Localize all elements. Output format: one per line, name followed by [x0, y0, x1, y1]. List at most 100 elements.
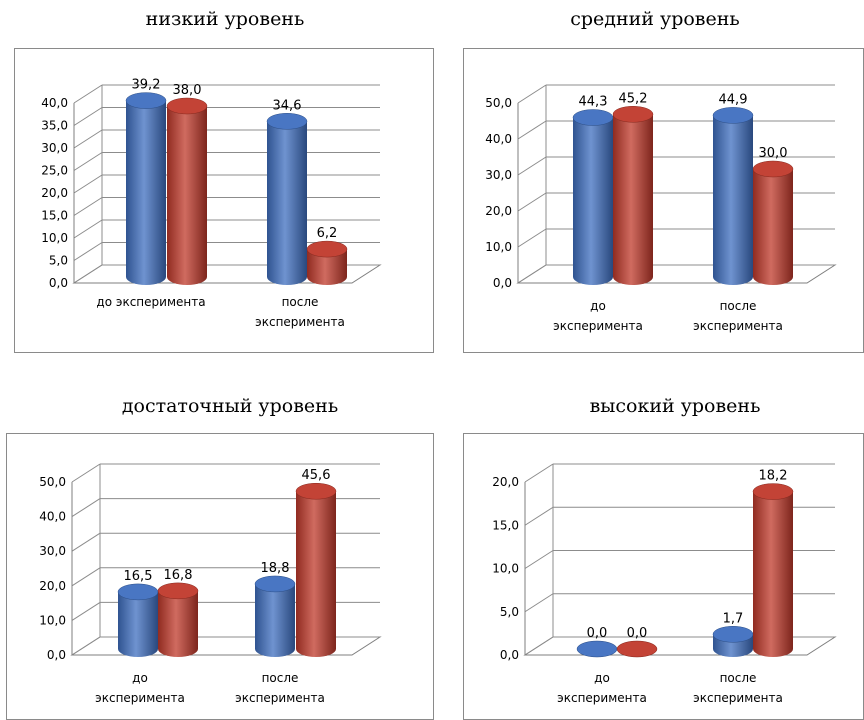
y-tick-label: 15,0: [492, 518, 519, 532]
category-label: до: [590, 299, 606, 313]
data-label: 1,7: [723, 611, 744, 626]
bar-body: [158, 590, 198, 657]
gridline-depth: [73, 197, 103, 216]
gridline-depth: [517, 192, 547, 212]
chart-title: низкий уровень: [145, 8, 305, 30]
bar-body: [126, 100, 166, 285]
data-label: 44,3: [579, 95, 608, 110]
chart-frame: [6, 433, 434, 720]
y-tick-label: 50,0: [39, 475, 66, 489]
gridline-depth: [73, 129, 103, 149]
chart-frame: [463, 433, 864, 720]
bar-body: [255, 583, 295, 657]
y-tick-label: 30,0: [41, 141, 68, 155]
category-label: эксперимента: [255, 315, 345, 329]
y-tick-label: 10,0: [492, 562, 519, 576]
chart-title: достаточный уровень: [121, 395, 339, 417]
bar: [712, 626, 754, 657]
bar-body: [753, 169, 793, 285]
bar: [612, 106, 654, 285]
category-label: до эксперимента: [96, 295, 205, 309]
bar-top: [125, 92, 167, 109]
y-tick-label: 10,0: [485, 240, 512, 254]
gridline-depth: [524, 593, 554, 613]
category-label: эксперимента: [95, 691, 185, 705]
bar-body: [613, 114, 653, 285]
plot-area: 0,0 5,0 10,0 15,0 20,0 0,0 0,0 до эксперимента 1,…: [492, 463, 837, 705]
data-label: 18,8: [261, 561, 290, 576]
category-label: эксперимента: [693, 319, 783, 333]
category-label: до: [132, 671, 148, 685]
data-label: 6,2: [317, 226, 338, 241]
bar: [752, 483, 794, 657]
chart-frame: [463, 48, 864, 353]
category-label: эксперимента: [693, 691, 783, 705]
gridline-depth: [517, 228, 547, 248]
bar-top: [157, 582, 199, 600]
data-label: 30,0: [759, 146, 788, 161]
y-tick-label: 10,0: [41, 231, 68, 245]
data-label: 38,0: [173, 83, 202, 98]
data-label: 16,8: [164, 568, 193, 583]
data-label: 16,5: [124, 569, 153, 584]
gridline-depth: [517, 120, 547, 140]
y-tick-label: 30,0: [485, 168, 512, 182]
bar-top: [295, 482, 337, 500]
bar-body: [167, 106, 207, 285]
bar: [254, 575, 296, 657]
plot-area: 0,0 10,0 20,0 30,0 40,0 50,0 44,3 45,2 до экспери…: [485, 84, 837, 333]
y-tick-label: 40,0: [39, 510, 66, 524]
y-tick-label: 0,0: [500, 648, 519, 662]
y-tick-label: 40,0: [485, 132, 512, 146]
bar: [712, 107, 754, 285]
category-label: до: [594, 671, 610, 685]
gridline-depth: [73, 264, 103, 284]
y-tick-label: 20,0: [39, 579, 66, 593]
data-label: 18,2: [759, 469, 788, 484]
bar: [576, 640, 618, 658]
bar: [117, 583, 159, 657]
bar: [752, 160, 794, 285]
bar-top: [616, 640, 658, 658]
y-tick-label: 0,0: [47, 648, 66, 662]
y-tick-label: 5,0: [500, 605, 519, 619]
y-tick-label: 20,0: [492, 475, 519, 489]
y-tick-label: 25,0: [41, 164, 68, 178]
category-label: после: [720, 299, 757, 313]
gridline-depth: [71, 532, 101, 552]
y-tick-label: 35,0: [41, 119, 68, 133]
bar-body: [267, 121, 307, 285]
bar-top: [266, 113, 308, 130]
bar-body: [713, 115, 753, 285]
bar-top: [254, 575, 296, 593]
bar: [125, 92, 167, 285]
bar-body: [573, 117, 613, 286]
bar-body: [296, 491, 336, 657]
bar-top: [306, 240, 348, 258]
bar: [616, 640, 658, 658]
data-label: 0,0: [627, 626, 648, 641]
bar-top: [712, 107, 754, 124]
plot-area: 0,0 10,0 20,0 30,0 40,0 50,0 16,5 16,8 до экспери…: [39, 463, 382, 705]
data-label: 0,0: [587, 626, 608, 641]
gridline-depth: [71, 601, 101, 621]
data-label: 39,2: [132, 78, 161, 93]
category-label: после: [262, 671, 299, 685]
bar-top: [612, 106, 654, 123]
y-tick-label: 15,0: [41, 209, 68, 223]
plot-area: 0,0 5,0 10,0 15,0 20,0 25,0 30,0 35,0 40,0 39,2 38…: [41, 78, 382, 329]
gridline-depth: [524, 463, 554, 483]
gridline-depth: [524, 506, 554, 526]
bar-body: [753, 491, 793, 657]
y-tick-label: 20,0: [41, 186, 68, 200]
data-label: 34,6: [273, 98, 302, 113]
bar: [157, 582, 199, 657]
data-label: 44,9: [719, 92, 748, 107]
gridline-depth: [517, 264, 547, 284]
category-label: эксперимента: [553, 319, 643, 333]
bar-body: [118, 591, 158, 657]
gridline-depth: [524, 636, 554, 656]
gridline-depth: [73, 242, 103, 261]
chart-title: высокий уровень: [589, 395, 761, 417]
